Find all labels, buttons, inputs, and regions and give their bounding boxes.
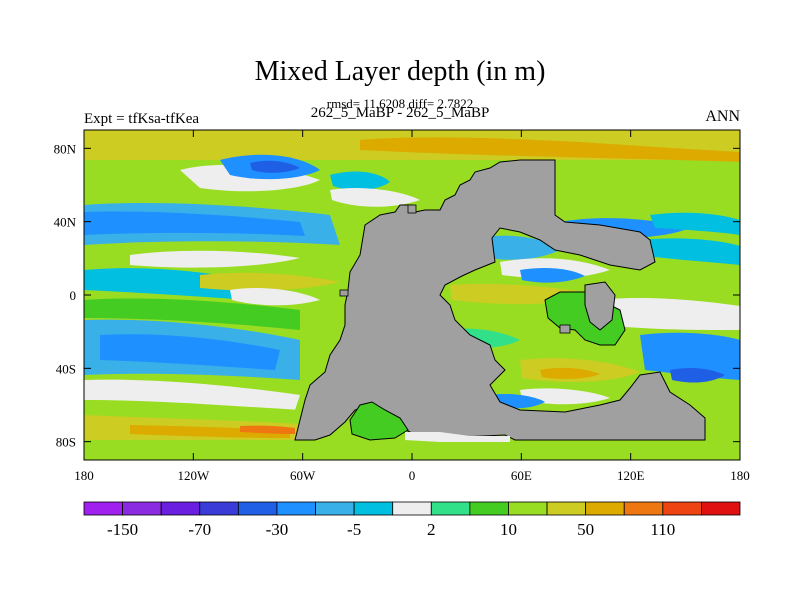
colorbar-swatch [623, 501, 664, 516]
land-mass [339, 289, 349, 297]
chart-stats: rmsd= 11.6208 diff= 2.7822 [326, 96, 474, 111]
y-tick-label: 80N [54, 141, 77, 156]
field-patch [130, 425, 290, 438]
field-patch [200, 272, 340, 291]
colorbar-swatch [585, 501, 625, 516]
land-mass [559, 324, 571, 334]
field-patch [670, 367, 725, 383]
colorbar-swatch [508, 501, 548, 516]
colorbar-swatch [83, 501, 123, 516]
y-tick-label: 40N [54, 215, 77, 230]
map-area [84, 130, 740, 460]
field-patch [250, 160, 300, 173]
x-tick-label: 180 [74, 468, 94, 483]
field-patch [360, 137, 740, 162]
colorbar-swatch [122, 501, 162, 516]
x-tick-label: 60W [290, 468, 316, 483]
colorbar-label: 50 [577, 520, 594, 539]
colorbar-swatch [392, 501, 432, 516]
field-patch [240, 425, 295, 434]
field-patch [100, 334, 280, 370]
colorbar-label: -70 [188, 520, 211, 539]
colorbar-swatch [160, 501, 201, 516]
colorbar-swatch [276, 501, 316, 516]
x-tick-label: 120W [177, 468, 210, 483]
colorbar-swatch [701, 501, 741, 516]
field-patch [520, 268, 585, 283]
colorbar-label: -5 [347, 520, 361, 539]
field-patch [640, 332, 740, 380]
season-label: ANN [705, 108, 740, 125]
colorbar-label: 10 [500, 520, 517, 539]
colorbar-swatch [469, 501, 509, 516]
field-patch [84, 379, 300, 410]
colorbar-label: -150 [107, 520, 138, 539]
x-tick-label: 120E [617, 468, 645, 483]
x-tick-label: 180 [730, 468, 750, 483]
field-patch [520, 388, 610, 405]
field-patch [640, 238, 740, 265]
colorbar-swatch [315, 501, 355, 516]
land-mass [294, 159, 706, 441]
experiment-label: Expt = tfKsa-tfKea [84, 111, 200, 127]
field-patch [330, 188, 420, 207]
x-tick-label: 0 [409, 468, 416, 483]
y-tick-label: 40S [56, 361, 76, 376]
chart-title: Mixed Layer depth (in m) [254, 56, 546, 87]
field-patch [230, 288, 320, 306]
land-mass [584, 281, 616, 331]
x-tick-label: 60E [511, 468, 532, 483]
field-patch [650, 212, 740, 235]
field-patch [84, 298, 300, 330]
colorbar-label: 110 [650, 520, 675, 539]
x-axis: 180 120W 60W 0 60E 120E 180 [74, 130, 750, 483]
field-patch [130, 250, 300, 268]
y-tick-label: 80S [56, 435, 76, 450]
colorbar-swatch [199, 501, 239, 516]
field-patch [405, 432, 510, 442]
colorbar: -150 -70 -30 -5 2 10 50 110 [83, 501, 741, 539]
field-patch [84, 440, 740, 460]
colorbar-swatch [662, 501, 702, 516]
field-patch [600, 297, 740, 330]
field-patch [330, 171, 390, 191]
field-patch [84, 211, 305, 236]
colorbar-swatch [546, 501, 587, 516]
colorbar-swatch [353, 501, 394, 516]
colorbar-swatch [237, 501, 278, 516]
field-patch [349, 401, 409, 441]
colorbar-label: -30 [266, 520, 289, 539]
field-patch [540, 367, 600, 379]
colorbar-label: 2 [427, 520, 436, 539]
y-axis: 80N 40N 0 40S 80S [54, 141, 740, 450]
land-mass [407, 204, 417, 214]
chart-subtitle: 262_5_MaBP - 262_5_MaBP [310, 105, 490, 121]
colorbar-swatch [430, 501, 471, 516]
y-tick-label: 0 [70, 288, 77, 303]
